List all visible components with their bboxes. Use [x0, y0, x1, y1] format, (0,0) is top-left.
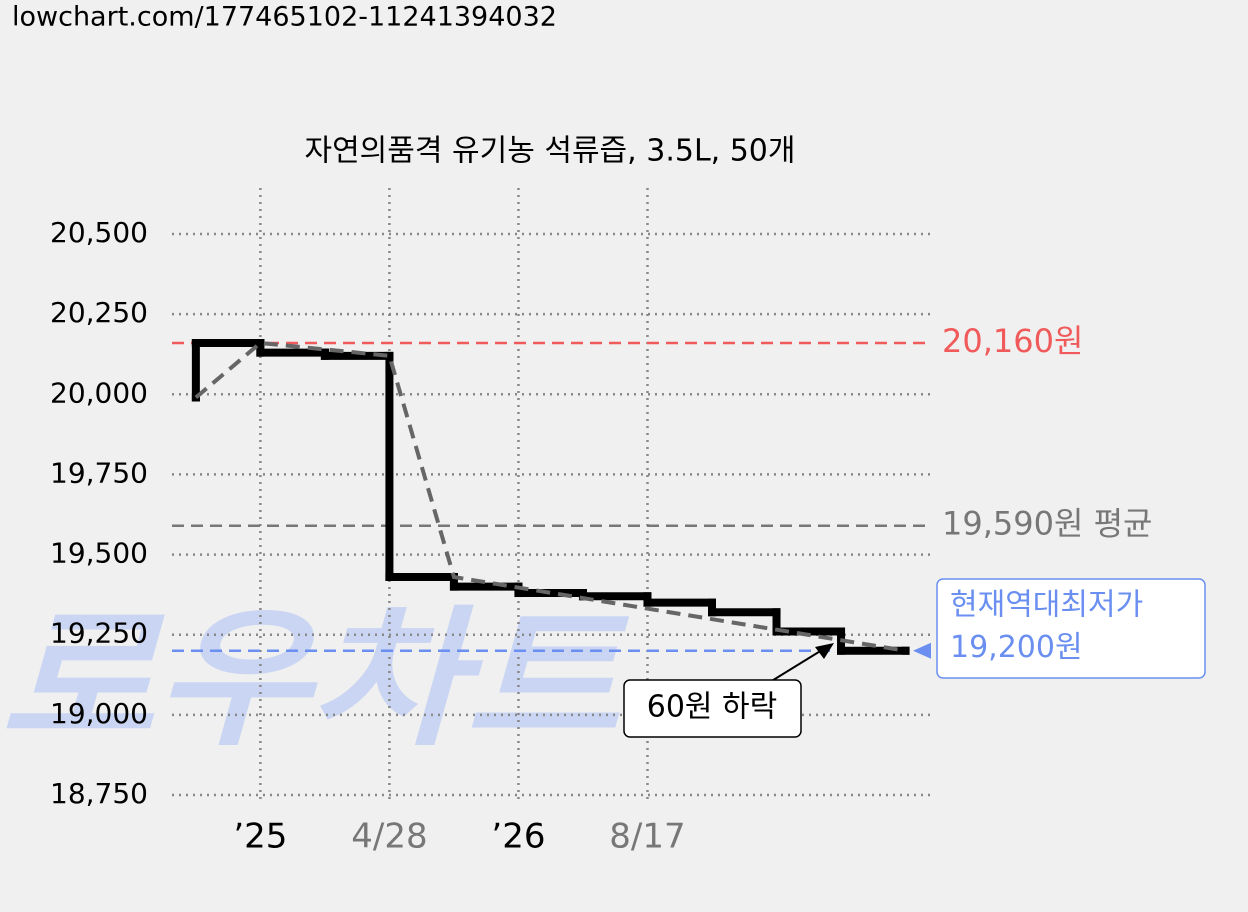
y-tick-label: 19,250 — [50, 617, 148, 650]
reference-label: 19,590원 평균 — [942, 505, 1152, 543]
url: lowchart.com/177465102-11241394032 — [12, 2, 557, 33]
low-note: 현재역대최저가 — [950, 588, 1143, 623]
y-tick-label: 19,500 — [50, 537, 148, 570]
reference-label: 20,160원 — [942, 322, 1083, 360]
y-tick-label: 19,000 — [50, 697, 148, 730]
y-tick-label: 20,500 — [50, 216, 148, 249]
low-box — [936, 578, 1206, 679]
y-tick-label: 20,250 — [50, 296, 148, 329]
drop-label: 60원 하락 — [647, 690, 778, 725]
drop-box — [623, 679, 802, 738]
chart-title: 자연의품격 유기농 석류즙, 3.5L, 50개 — [304, 134, 795, 169]
x-tick-label: 4/28 — [351, 817, 427, 857]
y-tick-label: 19,750 — [50, 456, 148, 489]
y-tick-label: 18,750 — [50, 777, 148, 810]
watermark: 로우차트 — [0, 593, 630, 767]
x-tick-label: ’25 — [233, 817, 287, 857]
reference-label: 19,200원 — [950, 630, 1083, 665]
y-tick-label: 20,000 — [50, 376, 148, 409]
x-tick-label: 8/17 — [609, 817, 685, 857]
drop-arrow-head — [815, 643, 834, 659]
drop-arrow-line — [769, 649, 823, 683]
x-tick-label: ’26 — [491, 817, 545, 857]
trend-line — [194, 340, 906, 653]
low-arrow — [913, 642, 931, 659]
